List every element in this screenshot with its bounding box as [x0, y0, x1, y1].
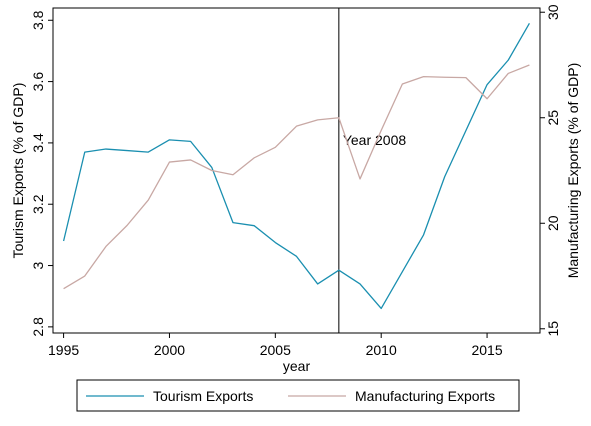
y-right-tick-label: 30 [545, 4, 561, 20]
x-tick-label: 1995 [48, 342, 79, 358]
y-right-tick-label: 15 [545, 321, 561, 337]
series-line-manufacturing-exports [63, 64, 530, 290]
y-left-axis-title: Tourism Exports (% of GDP) [10, 83, 26, 259]
y-left-tick-label: 3.2 [30, 194, 46, 214]
legend-box [76, 379, 520, 412]
y-left-tick-label: 2.8 [30, 317, 46, 337]
legend-label: Tourism Exports [153, 388, 253, 404]
legend-label: Manufacturing Exports [355, 388, 495, 404]
x-tick-label: 2010 [366, 342, 397, 358]
y-right-axis-title: Manufacturing Exports (% of GDP) [565, 63, 581, 279]
y-right-tick-label: 25 [545, 110, 561, 126]
legend: Tourism Exports Manufacturing Exports [76, 379, 520, 412]
y-left-tick-label: 3.6 [30, 72, 46, 92]
x-tick-label: 2005 [260, 342, 291, 358]
x-tick-label: 2015 [471, 342, 502, 358]
series-layer [62, 23, 530, 310]
x-tick-label: 2000 [154, 342, 185, 358]
axes-layer: 1995 2000 2005 2010 2015year2.833.23.43.63.8… [10, 4, 581, 374]
plot-area: Year 2008 [52, 7, 541, 334]
x-axis-title: year [283, 358, 311, 374]
y-right-tick-label: 20 [545, 215, 561, 231]
y-left-tick-label: 3.8 [30, 10, 46, 30]
plot-frame [52, 7, 541, 334]
reference-line-label: Year 2008 [343, 132, 407, 148]
y-left-tick-label: 3 [30, 261, 46, 269]
series-line-tourism-exports [62, 23, 530, 310]
y-left-tick-label: 3.4 [30, 133, 46, 153]
